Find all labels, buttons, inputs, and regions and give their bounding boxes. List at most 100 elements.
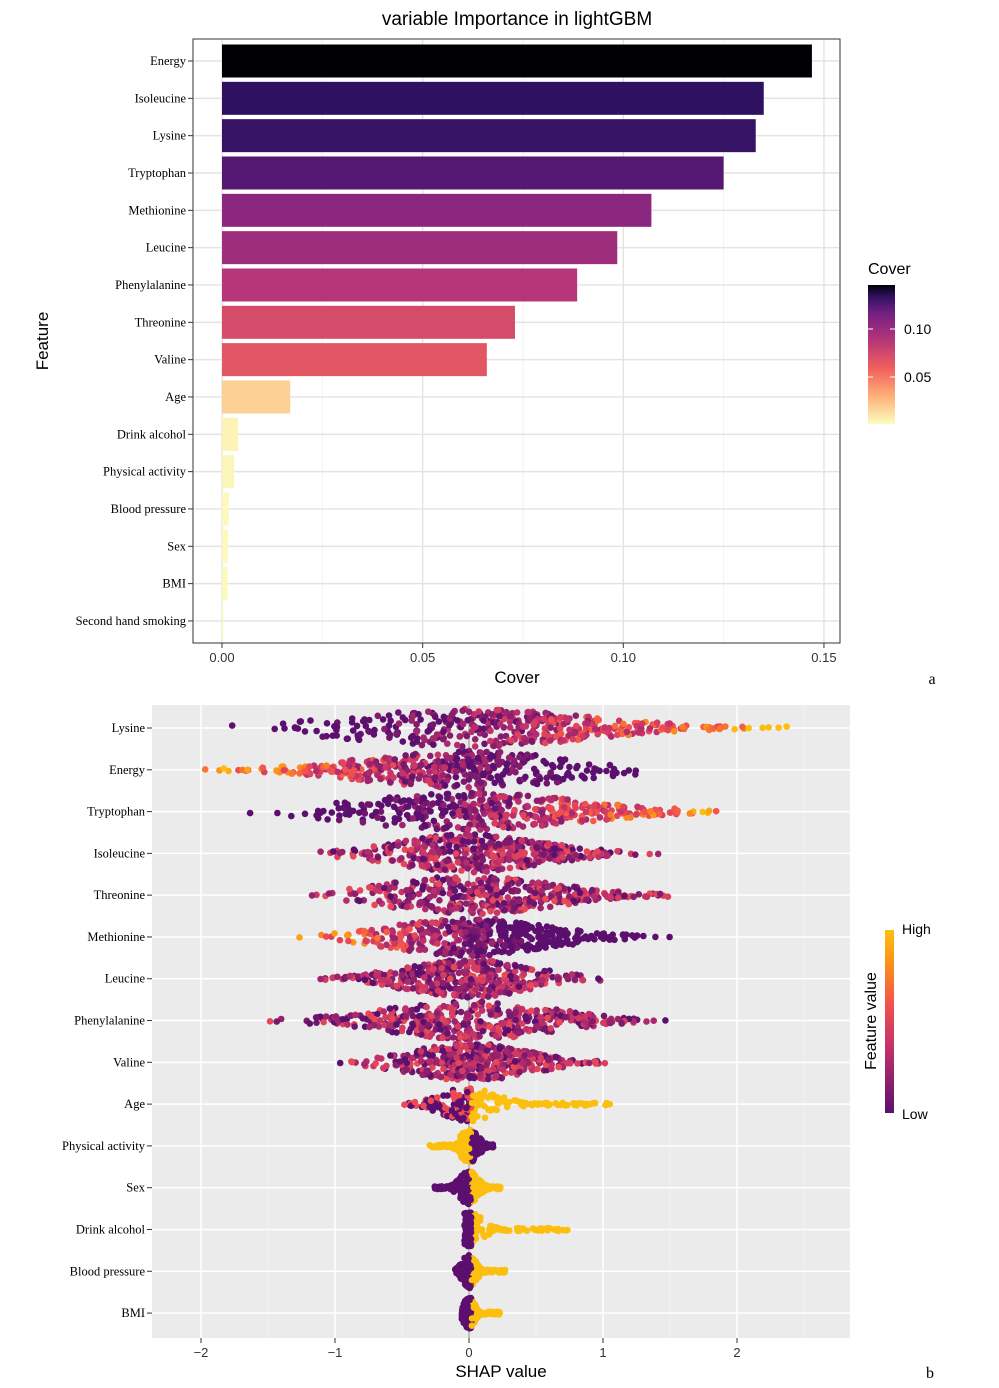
shap-point	[620, 720, 627, 728]
shap-point	[477, 779, 485, 786]
shap-point	[364, 848, 371, 856]
shap-point	[434, 861, 441, 869]
shap-point	[560, 897, 568, 905]
shap-point	[547, 929, 555, 937]
shap-point	[296, 934, 303, 941]
shap-point	[518, 1006, 526, 1013]
shap-point	[519, 978, 527, 986]
shap-point	[606, 1100, 613, 1108]
shap-point	[273, 1018, 281, 1025]
shap-point	[548, 1065, 555, 1073]
shap-point	[462, 970, 470, 977]
shap-point	[493, 1106, 501, 1114]
shap-point	[478, 837, 486, 845]
shap-point	[435, 880, 443, 888]
shap-point	[427, 1097, 435, 1104]
shap-point	[494, 866, 502, 874]
shap-point	[731, 725, 738, 733]
shap-point	[486, 1023, 494, 1030]
shap-point	[531, 820, 539, 828]
shap-point	[324, 816, 331, 823]
shap-point	[574, 1060, 581, 1067]
shap-point	[471, 831, 479, 838]
shap-point	[465, 838, 472, 846]
shap-point	[442, 917, 449, 925]
shap-point	[486, 951, 493, 959]
shap-point	[454, 762, 462, 769]
shap-point	[266, 1018, 274, 1025]
shap-point	[745, 724, 752, 732]
shap-point	[432, 932, 439, 940]
shap-point	[410, 878, 417, 886]
shap-point	[483, 802, 490, 810]
shap-point	[490, 753, 497, 760]
shap-point	[506, 724, 514, 731]
shap-point	[566, 726, 573, 734]
shap-point	[502, 942, 510, 950]
shap-point	[422, 905, 429, 913]
shap-point	[404, 978, 412, 985]
shap-point	[383, 941, 390, 949]
shap-point	[362, 722, 370, 730]
shap-point	[449, 863, 456, 871]
y-tick-label: Methionine	[128, 203, 186, 217]
shap-point	[575, 1100, 582, 1107]
shap-point	[464, 755, 472, 763]
shap-point	[506, 838, 513, 846]
shap-point	[545, 840, 552, 847]
shap-point	[402, 837, 410, 845]
shap-point	[411, 932, 419, 939]
shap-point	[439, 735, 447, 743]
shap-point	[447, 848, 454, 855]
shap-point	[468, 1099, 476, 1107]
shap-point	[499, 850, 507, 858]
shap-point	[433, 950, 440, 958]
bar	[222, 343, 487, 377]
shap-point	[664, 893, 672, 900]
shap-point	[493, 891, 501, 899]
y-tick-label: BMI	[162, 577, 186, 591]
shap-point	[372, 1060, 380, 1067]
legend-tick: 0.05	[904, 369, 931, 385]
shap-point	[239, 766, 246, 774]
shap-point	[361, 976, 369, 984]
shap-point	[429, 926, 437, 934]
shap-point	[611, 722, 619, 730]
shap-point	[494, 1006, 502, 1013]
shap-point	[609, 769, 617, 776]
shap-point	[600, 1019, 607, 1027]
shap-point	[607, 894, 615, 901]
shap-point	[500, 919, 508, 927]
shap-point	[459, 720, 467, 728]
shap-point	[389, 1015, 396, 1022]
chart-title: variable Importance in lightGBM	[382, 9, 652, 30]
shap-point	[383, 1062, 390, 1070]
shap-point	[417, 1048, 425, 1055]
shap-point	[595, 975, 602, 982]
shap-point	[493, 886, 500, 893]
shap-point	[455, 793, 463, 800]
shap-point	[466, 763, 473, 770]
shap-point	[534, 1065, 541, 1073]
shap-point	[526, 715, 534, 722]
shap-point	[466, 1229, 474, 1237]
shap-point	[401, 1006, 409, 1013]
shap-point	[716, 725, 723, 733]
shap-point	[382, 822, 390, 829]
shap-point	[444, 1030, 451, 1037]
shap-point	[335, 816, 343, 824]
shap-point	[614, 731, 621, 739]
shap-point	[420, 986, 428, 993]
shap-point	[313, 727, 320, 735]
shap-point	[528, 838, 536, 845]
shap-point	[472, 855, 480, 862]
shap-point	[459, 1130, 467, 1137]
shap-point	[428, 903, 435, 910]
shap-point	[464, 1200, 472, 1207]
shap-point	[341, 799, 349, 806]
shap-point	[447, 754, 454, 762]
shap-point	[451, 887, 459, 895]
shap-point	[419, 835, 426, 842]
shap-point	[390, 803, 398, 811]
shap-point	[465, 1254, 472, 1262]
